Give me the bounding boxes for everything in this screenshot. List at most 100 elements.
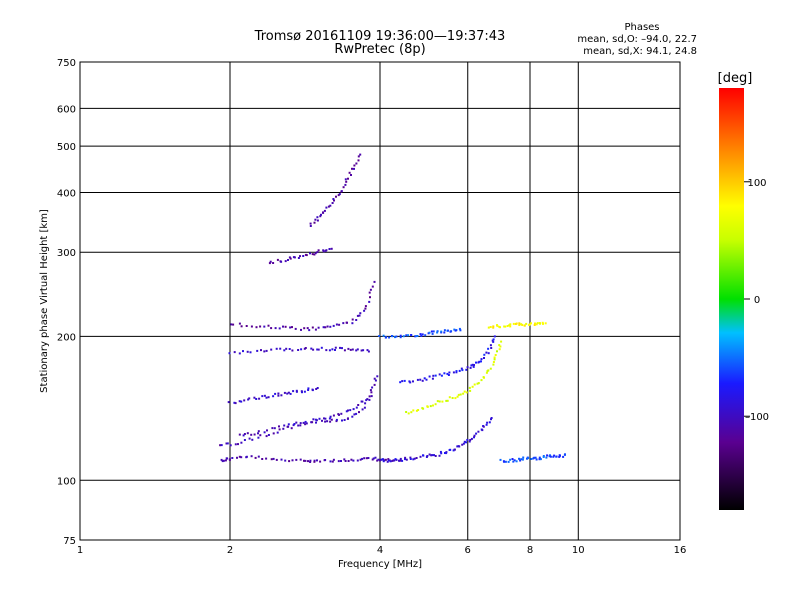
- scatter-point: [393, 459, 396, 462]
- scatter-point: [367, 457, 370, 459]
- scatter-point: [415, 409, 418, 412]
- scatter-point: [284, 459, 287, 462]
- scatter-point: [546, 454, 549, 457]
- scatter-point: [316, 459, 318, 462]
- scatter-point: [493, 335, 496, 338]
- scatter-point: [332, 458, 335, 461]
- scatter-point: [528, 323, 531, 326]
- scatter-point: [255, 326, 258, 329]
- scatter-point: [344, 460, 347, 462]
- scatter-point: [283, 349, 286, 352]
- scatter-point: [277, 394, 280, 397]
- scatter-point: [314, 328, 317, 331]
- scatter-point: [243, 399, 246, 402]
- scatter-point: [521, 458, 524, 461]
- scatter-point: [347, 409, 349, 412]
- scatter-point: [297, 257, 300, 259]
- scatter-point: [272, 262, 275, 264]
- scatter-point: [419, 455, 422, 458]
- scatter-point: [499, 326, 501, 329]
- scatter-point: [365, 457, 368, 460]
- scatter-point: [485, 371, 488, 374]
- scatter-point: [359, 312, 362, 315]
- scatter-point: [492, 325, 495, 328]
- scatter-point: [368, 291, 371, 294]
- scatter-point: [245, 455, 248, 458]
- scatter-point: [334, 346, 337, 349]
- scatter-point: [325, 349, 328, 352]
- scatter-point: [493, 356, 496, 359]
- scatter-point: [240, 441, 243, 444]
- scatter-point: [263, 394, 266, 397]
- scatter-point: [421, 333, 424, 336]
- scatter-point: [304, 459, 307, 462]
- scatter-point: [297, 424, 300, 427]
- scatter-point: [292, 424, 295, 427]
- scatter-point: [303, 390, 306, 393]
- scatter-point: [312, 348, 315, 351]
- scatter-point: [257, 430, 260, 433]
- scatter-point: [353, 167, 355, 170]
- scatter-point: [477, 382, 480, 385]
- scatter-point: [422, 407, 425, 410]
- scatter-point: [335, 195, 337, 198]
- scatter-point: [292, 390, 295, 393]
- scatter-point: [446, 399, 449, 402]
- scatter-point: [363, 406, 366, 409]
- scatter-point: [493, 358, 496, 361]
- scatter-point: [522, 456, 525, 459]
- scatter-point: [338, 323, 341, 326]
- scatter-point: [374, 379, 377, 382]
- scatter-point: [226, 442, 229, 445]
- scatter-point: [238, 433, 241, 436]
- scatter-point: [483, 357, 485, 359]
- scatter-point: [509, 325, 512, 328]
- scatter-point: [405, 334, 408, 337]
- scatter-point: [530, 458, 533, 460]
- scatter-point: [276, 258, 279, 261]
- scatter-point: [542, 456, 545, 458]
- scatter-point: [263, 431, 266, 434]
- scatter-point: [302, 255, 305, 257]
- scatter-point: [314, 418, 317, 421]
- scatter-point: [512, 322, 515, 325]
- scatter-point: [322, 250, 325, 253]
- scatter-point: [438, 454, 441, 457]
- scatter-point: [338, 193, 341, 196]
- scatter-point: [451, 397, 454, 399]
- scatter-point: [558, 455, 561, 458]
- scatter-point: [343, 419, 346, 421]
- scatter-points: [219, 153, 566, 463]
- scatter-point: [316, 348, 319, 351]
- scatter-point: [426, 455, 429, 457]
- scatter-point: [313, 460, 316, 463]
- scatter-point: [280, 260, 283, 263]
- scatter-point: [314, 252, 317, 255]
- scatter-point: [284, 325, 287, 328]
- scatter-point: [456, 445, 459, 448]
- scatter-point: [355, 406, 358, 409]
- y-tick-label: 300: [57, 248, 76, 259]
- scatter-point: [344, 178, 347, 181]
- scatter-point: [399, 381, 402, 384]
- scatter-point: [369, 389, 372, 392]
- scatter-point: [377, 458, 380, 461]
- scatter-point: [275, 458, 278, 461]
- scatter-point: [512, 460, 515, 463]
- scatter-point: [319, 460, 322, 463]
- colorbar-tick-label: 100: [747, 178, 766, 189]
- scatter-point: [399, 336, 402, 339]
- scatter-point: [304, 347, 307, 349]
- scatter-point: [331, 348, 334, 351]
- scatter-point: [240, 325, 243, 328]
- scatter-point: [454, 397, 457, 400]
- scatter-point: [376, 375, 379, 378]
- scatter-point: [483, 353, 486, 356]
- scatter-point: [358, 411, 360, 414]
- scatter-point: [323, 417, 325, 420]
- scatter-point: [257, 436, 260, 439]
- scatter-point: [477, 430, 480, 433]
- scatter-point: [280, 394, 283, 397]
- scatter-point: [309, 461, 312, 463]
